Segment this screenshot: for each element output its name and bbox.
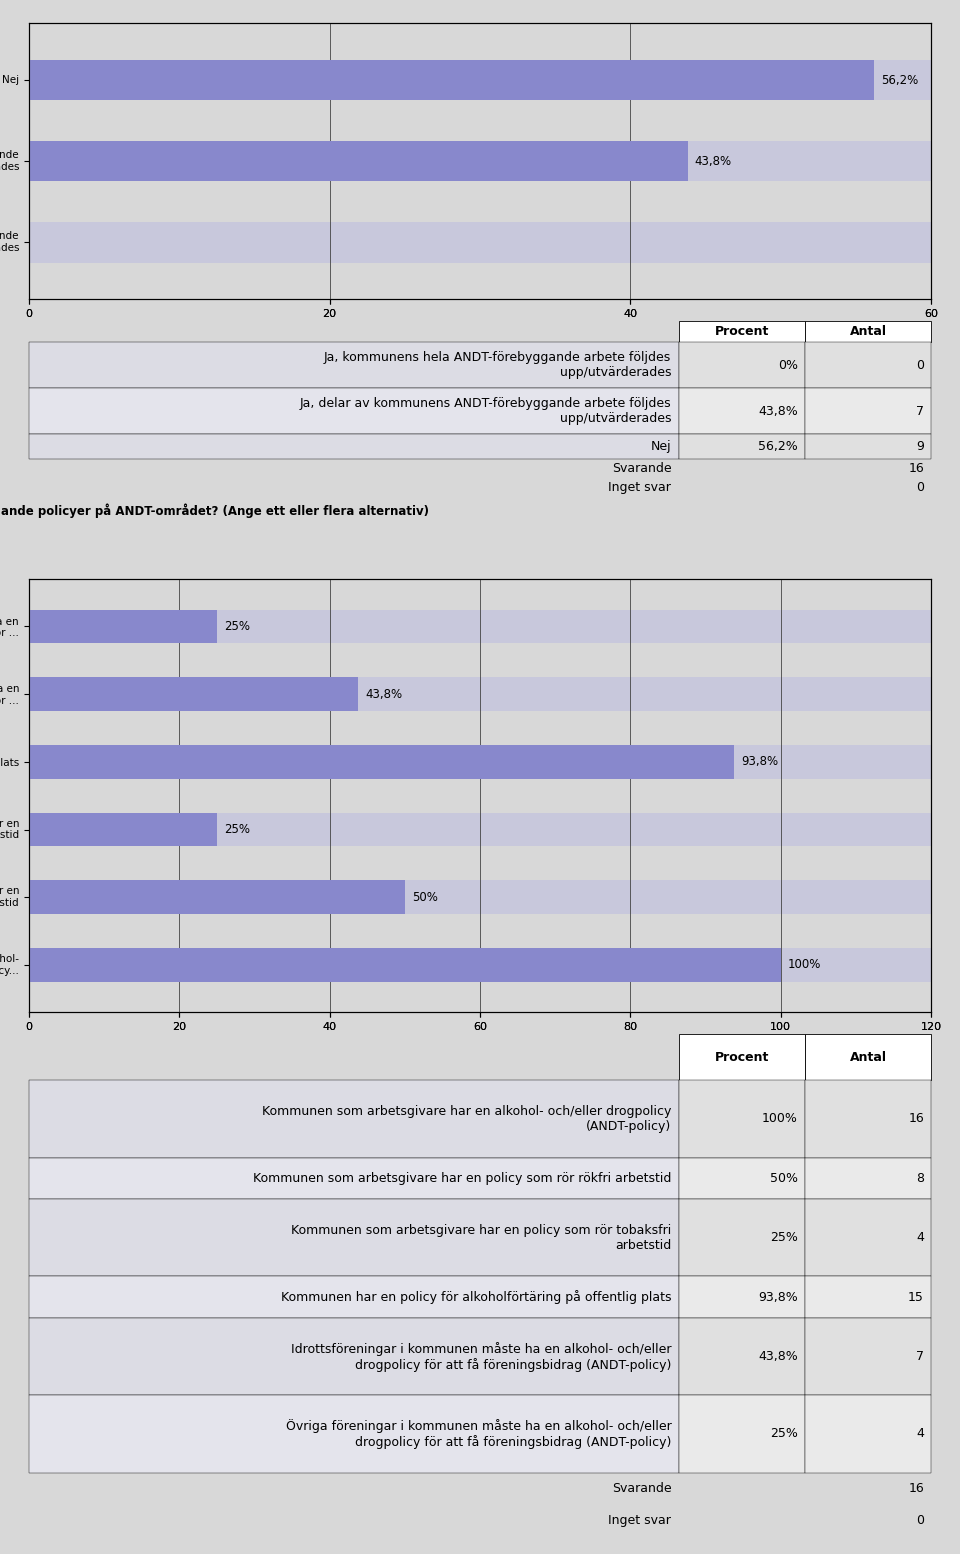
Text: 25%: 25% [224, 620, 250, 632]
Bar [29, 1395, 679, 1473]
Text: Kommunen har en policy för alkoholförtäring på offentlig plats: Kommunen har en policy för alkoholförtär… [281, 1290, 671, 1304]
Bar [679, 434, 804, 458]
Text: Nej: Nej [651, 440, 671, 454]
Text: 93,8%: 93,8% [757, 1291, 798, 1304]
Text: 25%: 25% [770, 1428, 798, 1441]
Bar [29, 948, 931, 982]
Bar [804, 1035, 931, 1080]
Text: 50%: 50% [770, 1172, 798, 1184]
Bar [804, 1158, 931, 1200]
Bar [679, 1200, 804, 1276]
Text: Kommunen som arbetsgivare har en alkohol- och/eller drogpolicy
(ANDT-policy): Kommunen som arbetsgivare har en alkohol… [262, 1105, 671, 1133]
Text: 25%: 25% [770, 1231, 798, 1245]
Bar [29, 388, 679, 434]
Bar [29, 141, 931, 182]
Text: 0: 0 [916, 482, 924, 494]
Bar [804, 342, 931, 388]
Bar [679, 1395, 804, 1473]
Text: 93,8%: 93,8% [741, 755, 779, 768]
Bar [804, 388, 931, 434]
Bar [29, 678, 358, 712]
Bar [29, 744, 734, 779]
Text: Antal: Antal [850, 1051, 886, 1064]
Text: 9: 9 [916, 440, 924, 454]
Text: Procent: Procent [714, 325, 769, 339]
Bar [679, 1080, 804, 1158]
Text: 100%: 100% [762, 1113, 798, 1125]
Text: 0: 0 [916, 359, 924, 371]
Bar [29, 744, 931, 779]
Text: 43,8%: 43,8% [695, 155, 732, 168]
Text: 43,8%: 43,8% [366, 688, 402, 701]
Bar [29, 609, 931, 643]
Text: 43,8%: 43,8% [757, 1350, 798, 1363]
Bar [679, 388, 804, 434]
Text: 4.14. 8. Hade kommunen 2012 någon av följande policyer på ANDT-området? (Ange et: 4.14. 8. Hade kommunen 2012 någon av föl… [0, 503, 429, 519]
Text: Inget svar: Inget svar [609, 1514, 671, 1526]
Bar [29, 342, 679, 388]
Bar [804, 1200, 931, 1276]
Bar [804, 1080, 931, 1158]
Text: 7: 7 [916, 1350, 924, 1363]
Text: 25%: 25% [224, 824, 250, 836]
Bar [29, 1318, 679, 1395]
Bar [679, 1276, 804, 1318]
Text: Kommunen som arbetsgivare har en policy som rör rökfri arbetstid: Kommunen som arbetsgivare har en policy … [252, 1172, 671, 1184]
Bar [679, 1318, 804, 1395]
Bar [804, 1318, 931, 1395]
Bar [29, 222, 931, 263]
Bar [679, 1035, 804, 1080]
Bar [29, 434, 679, 458]
Text: 15: 15 [908, 1291, 924, 1304]
Text: 56,2%: 56,2% [881, 73, 919, 87]
Text: Antal: Antal [850, 325, 886, 339]
Text: 16: 16 [908, 462, 924, 476]
Bar [29, 948, 780, 982]
Text: Svarande: Svarande [612, 462, 671, 476]
Bar [29, 678, 931, 712]
Text: 0: 0 [916, 1514, 924, 1526]
Text: 16: 16 [908, 1483, 924, 1495]
Text: Svarande: Svarande [612, 1483, 671, 1495]
Text: 16: 16 [908, 1113, 924, 1125]
Bar [29, 1200, 679, 1276]
Bar [29, 1158, 679, 1200]
Text: 50%: 50% [412, 890, 438, 904]
Bar [804, 1276, 931, 1318]
Bar [679, 342, 804, 388]
Text: Ja, kommunens hela ANDT-förebyggande arbete följdes
upp/utvärderades: Ja, kommunens hela ANDT-förebyggande arb… [324, 351, 671, 379]
Text: 43,8%: 43,8% [757, 404, 798, 418]
Text: 56,2%: 56,2% [757, 440, 798, 454]
Bar [804, 434, 931, 458]
Bar [679, 320, 804, 342]
Text: 4: 4 [916, 1231, 924, 1245]
Bar [29, 813, 931, 847]
Text: 4: 4 [916, 1428, 924, 1441]
Text: 7: 7 [916, 404, 924, 418]
Text: 0%: 0% [778, 359, 798, 371]
Text: Procent: Procent [714, 1051, 769, 1064]
Bar [804, 320, 931, 342]
Bar [804, 1395, 931, 1473]
Text: 100%: 100% [788, 959, 822, 971]
Bar [29, 813, 217, 847]
Bar [29, 880, 405, 914]
Text: Idrottsföreningar i kommunen måste ha en alkohol- och/eller
drogpolicy för att f: Idrottsföreningar i kommunen måste ha en… [291, 1341, 671, 1372]
Text: Ja, delar av kommunens ANDT-förebyggande arbete följdes
upp/utvärderades: Ja, delar av kommunens ANDT-förebyggande… [300, 398, 671, 426]
Text: Övriga föreningar i kommunen måste ha en alkohol- och/eller
drogpolicy för att f: Övriga föreningar i kommunen måste ha en… [285, 1419, 671, 1448]
Bar [29, 609, 217, 643]
Bar [29, 1080, 679, 1158]
Bar [29, 59, 931, 101]
Text: 8: 8 [916, 1172, 924, 1184]
Bar [29, 59, 874, 101]
Bar [29, 880, 931, 914]
Bar [29, 141, 687, 182]
Bar [29, 1276, 679, 1318]
Text: Kommunen som arbetsgivare har en policy som rör tobaksfri
arbetstid: Kommunen som arbetsgivare har en policy … [291, 1225, 671, 1253]
Bar [679, 1158, 804, 1200]
Text: Inget svar: Inget svar [609, 482, 671, 494]
